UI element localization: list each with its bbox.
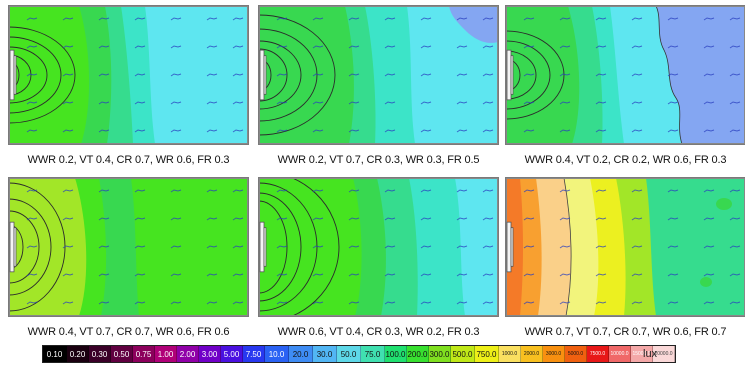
legend-swatch: 2.00 <box>177 346 199 362</box>
legend-swatch: 3000.0 <box>543 346 565 362</box>
legend-swatch: 20000.0 <box>653 346 675 362</box>
contour-plot <box>9 178 248 316</box>
legend-swatch: 500.0 <box>451 346 475 362</box>
panel-caption-1: WWR 0.2, VT 0.4, CR 0.7, WR 0.6, FR 0.3 <box>27 154 230 166</box>
legend-swatch: 0.20 <box>67 346 89 362</box>
panel-caption-5: WWR 0.6, VT 0.4, CR 0.3, WR 0.2, FR 0.3 <box>277 326 480 338</box>
legend-swatch: 1000.0 <box>499 346 521 362</box>
legend-swatch: 0.50 <box>111 346 133 362</box>
legend-swatch: 200.0 <box>407 346 429 362</box>
legend-swatch: 7.50 <box>243 346 265 362</box>
legend-swatch: 7500.0 <box>587 346 609 362</box>
legend-swatch: 30.0 <box>313 346 337 362</box>
legend-swatch: 10.0 <box>265 346 289 362</box>
panel-caption-2: WWR 0.2, VT 0.7, CR 0.3, WR 0.3, FR 0.5 <box>277 154 480 166</box>
legend-swatch: 75.0 <box>361 346 385 362</box>
contour-plot <box>506 178 745 316</box>
legend-swatch: 2000.0 <box>521 346 543 362</box>
legend-swatch: 0.30 <box>89 346 111 362</box>
legend-swatch: 300.0 <box>429 346 451 362</box>
legend-swatch: 20.0 <box>289 346 313 362</box>
legend-swatch: 5.00 <box>221 346 243 362</box>
illuminance-map-2 <box>258 5 499 145</box>
legend-swatch: 1.00 <box>155 346 177 362</box>
contour-plot <box>259 178 498 316</box>
legend-swatch: 10000.0 <box>609 346 631 362</box>
illuminance-map-1 <box>8 5 249 145</box>
contour-plot <box>9 6 248 144</box>
lux-color-scale: 0.10 0.20 0.30 0.50 0.75 1.00 2.00 3.00 5.00 7.50… <box>42 345 676 363</box>
legend-unit-label: lux <box>643 348 658 360</box>
illuminance-map-5 <box>258 177 499 317</box>
contour-plot <box>259 6 498 144</box>
legend-swatch: 5000.0 <box>565 346 587 362</box>
illuminance-map-4 <box>8 177 249 317</box>
legend-swatch: 0.75 <box>133 346 155 362</box>
panel-caption-3: WWR 0.4, VT 0.2, CR 0.2, WR 0.6, FR 0.3 <box>524 154 727 166</box>
legend-swatch: 750.0 <box>475 346 499 362</box>
legend-swatch: 100.0 <box>385 346 407 362</box>
illuminance-map-6 <box>505 177 745 317</box>
legend-swatch: 15000.0 <box>631 346 653 362</box>
legend-swatch: 0.10 <box>43 346 67 362</box>
legend-swatch: 3.00 <box>199 346 221 362</box>
contour-plot <box>506 6 745 144</box>
legend-swatch: 50.0 <box>337 346 361 362</box>
panel-caption-6: WWR 0.7, VT 0.7, CR 0.7, WR 0.6, FR 0.7 <box>524 326 727 338</box>
panel-caption-4: WWR 0.4, VT 0.7, CR 0.7, WR 0.6, FR 0.6 <box>27 326 230 338</box>
illuminance-map-3 <box>505 5 745 145</box>
